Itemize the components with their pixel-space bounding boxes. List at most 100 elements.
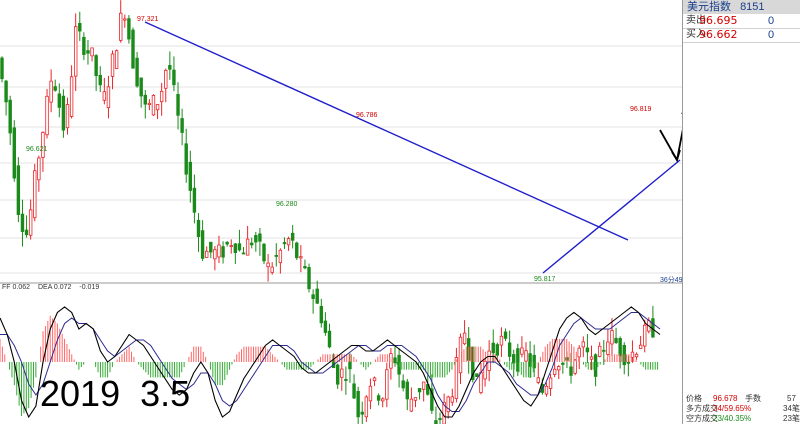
sell-price: 96.695 bbox=[699, 14, 738, 27]
candle-body bbox=[421, 381, 426, 390]
candle-body bbox=[135, 57, 139, 87]
long-label: 多方成交 bbox=[686, 404, 718, 413]
candle-body bbox=[315, 288, 319, 304]
candle-body bbox=[119, 12, 123, 41]
candle-body bbox=[577, 347, 581, 358]
candle-body bbox=[307, 267, 311, 290]
candle-body bbox=[319, 305, 324, 324]
candle-body bbox=[299, 256, 303, 259]
candle-body bbox=[270, 266, 274, 273]
candle-body bbox=[4, 80, 8, 103]
candle-body bbox=[258, 233, 262, 242]
candle-body bbox=[98, 74, 102, 86]
candle-body bbox=[274, 255, 278, 257]
candle-body bbox=[200, 230, 205, 259]
short-label: 空方成交 bbox=[686, 414, 718, 423]
candle-body bbox=[45, 95, 49, 136]
candle-body bbox=[12, 127, 16, 179]
candle-body bbox=[450, 396, 455, 403]
candle-body bbox=[503, 331, 508, 339]
candle-body bbox=[282, 242, 287, 245]
candle-body bbox=[69, 76, 74, 117]
candle-body bbox=[597, 345, 602, 357]
candle-body bbox=[155, 104, 160, 111]
candle-body bbox=[217, 244, 221, 258]
candle-body bbox=[364, 396, 369, 418]
candle-body bbox=[585, 347, 590, 353]
candle-body bbox=[381, 398, 385, 402]
candle-body bbox=[209, 241, 213, 253]
candle-body bbox=[634, 353, 639, 358]
candle-body bbox=[233, 243, 238, 253]
candle-body bbox=[323, 320, 328, 333]
price-grid bbox=[0, 45, 682, 284]
price-label-low: 95.817 bbox=[534, 276, 556, 283]
candle-body bbox=[573, 359, 577, 374]
instrument-name: 美元指数 bbox=[687, 1, 731, 13]
candle-body bbox=[405, 381, 409, 400]
candle-body bbox=[532, 354, 536, 369]
long-value: 34/59.65% bbox=[713, 404, 752, 413]
candle-body bbox=[340, 368, 344, 378]
candle-body bbox=[602, 349, 606, 352]
candle-body bbox=[372, 377, 377, 382]
buy-row[interactable]: 买入 96.662 0 bbox=[683, 28, 800, 43]
candle-body bbox=[290, 232, 295, 241]
candle-body bbox=[335, 364, 340, 385]
candle-body bbox=[151, 95, 156, 116]
candle-body bbox=[368, 385, 373, 402]
candle-body bbox=[557, 366, 561, 371]
candle-body bbox=[520, 347, 524, 355]
macd-value-label: -0.019 bbox=[79, 284, 100, 291]
date-annotation: 2019 3.5 bbox=[40, 373, 191, 414]
candle-body bbox=[614, 337, 618, 343]
candle-body bbox=[638, 344, 643, 349]
candle-body bbox=[250, 242, 254, 246]
candle-body bbox=[262, 243, 266, 262]
candle-body bbox=[90, 47, 94, 57]
candle-body bbox=[131, 29, 135, 69]
candle-body bbox=[360, 411, 364, 415]
price-value: 96.678 bbox=[713, 394, 738, 403]
macd-diff-label: FF 0.062 bbox=[2, 284, 31, 291]
candle-body bbox=[229, 245, 233, 247]
candle-body bbox=[462, 332, 467, 345]
candle-body bbox=[159, 90, 164, 103]
candle-body bbox=[544, 385, 549, 395]
candle-body bbox=[49, 80, 53, 103]
candle-body bbox=[286, 238, 291, 246]
candle-body bbox=[295, 242, 299, 259]
candle-body bbox=[643, 324, 647, 347]
candle-body bbox=[278, 249, 283, 264]
candle-body bbox=[176, 94, 180, 116]
sell-row[interactable]: 卖出 96.695 0 bbox=[683, 14, 800, 29]
candle-body bbox=[499, 335, 504, 346]
candle-body bbox=[516, 348, 520, 372]
candle-body bbox=[548, 377, 553, 389]
candle-body bbox=[401, 380, 405, 389]
macd-dea-label: DEA 0.072 bbox=[37, 284, 72, 291]
long-count: 34笔 bbox=[783, 404, 800, 413]
candle-body bbox=[0, 57, 4, 80]
candle-body bbox=[28, 209, 33, 236]
trendline-resistance bbox=[144, 21, 629, 241]
candle-body bbox=[475, 373, 479, 378]
sell-label: 卖出 bbox=[686, 15, 706, 26]
candle-body bbox=[241, 252, 246, 255]
price-label-low: 96.280 bbox=[276, 201, 298, 208]
macd-header: FF 0.062 DEA 0.072 -0.019 bbox=[2, 284, 105, 291]
macd-dif-line bbox=[0, 306, 661, 419]
candle-body bbox=[20, 213, 25, 232]
lots-value: 57 bbox=[787, 394, 796, 403]
candle-body bbox=[192, 187, 197, 213]
candle-body bbox=[311, 294, 315, 299]
candle-body bbox=[491, 342, 495, 354]
candle-body bbox=[417, 388, 422, 393]
candle-body bbox=[24, 229, 29, 236]
candle-body bbox=[569, 366, 573, 376]
candle-body bbox=[524, 350, 528, 362]
instrument-code: 8151 bbox=[740, 1, 765, 13]
candle-body bbox=[8, 99, 12, 134]
candle-body bbox=[123, 18, 127, 21]
